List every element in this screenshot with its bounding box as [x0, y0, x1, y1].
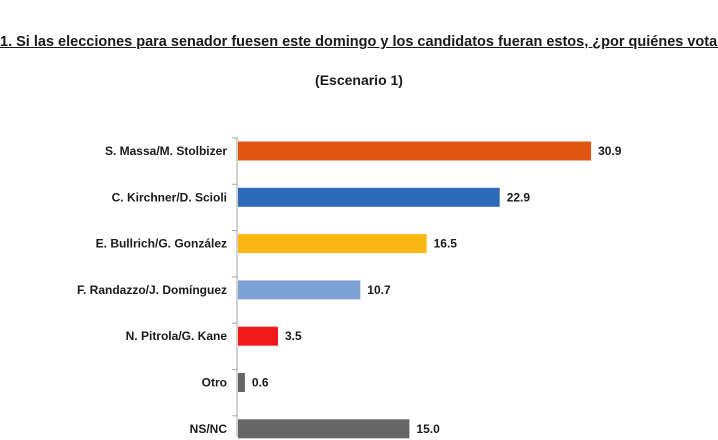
category-label-e-bullrich-g-gonzalez: E. Bullrich/G. González — [96, 237, 227, 251]
value-label-f-randazzo-j-dominguez: 10.7 — [367, 283, 391, 297]
value-label-c-kirchner-d-scioli: 22.9 — [507, 190, 531, 204]
bar-s-massa-m-stolbizer — [238, 141, 592, 161]
value-label-ns-nc: 15.0 — [416, 422, 440, 436]
chart-subtitle: (Escenario 1) — [315, 72, 403, 88]
category-label-ns-nc: NS/NC — [190, 422, 228, 436]
bar-n-pitrola-g-kane — [238, 326, 278, 346]
value-label-n-pitrola-g-kane: 3.5 — [285, 329, 302, 343]
category-label-n-pitrola-g-kane: N. Pitrola/G. Kane — [126, 329, 228, 343]
value-label-e-bullrich-g-gonzalez: 16.5 — [434, 237, 458, 251]
category-label-otro: Otro — [202, 376, 227, 390]
bar-f-randazzo-j-dominguez — [238, 280, 361, 300]
category-label-c-kirchner-d-scioli: C. Kirchner/D. Scioli — [112, 190, 227, 204]
bar-ns-nc — [238, 419, 410, 439]
value-label-otro: 0.6 — [252, 376, 269, 390]
bar-c-kirchner-d-scioli — [238, 187, 500, 207]
value-label-s-massa-m-stolbizer: 30.9 — [598, 144, 622, 158]
category-label-f-randazzo-j-dominguez: F. Randazzo/J. Domínguez — [77, 283, 227, 297]
chart-title: 1. Si las elecciones para senador fuesen… — [0, 34, 718, 50]
bar-otro — [238, 373, 245, 392]
category-label-s-massa-m-stolbizer: S. Massa/M. Stolbizer — [105, 144, 227, 158]
bar-e-bullrich-g-gonzalez — [238, 234, 427, 254]
